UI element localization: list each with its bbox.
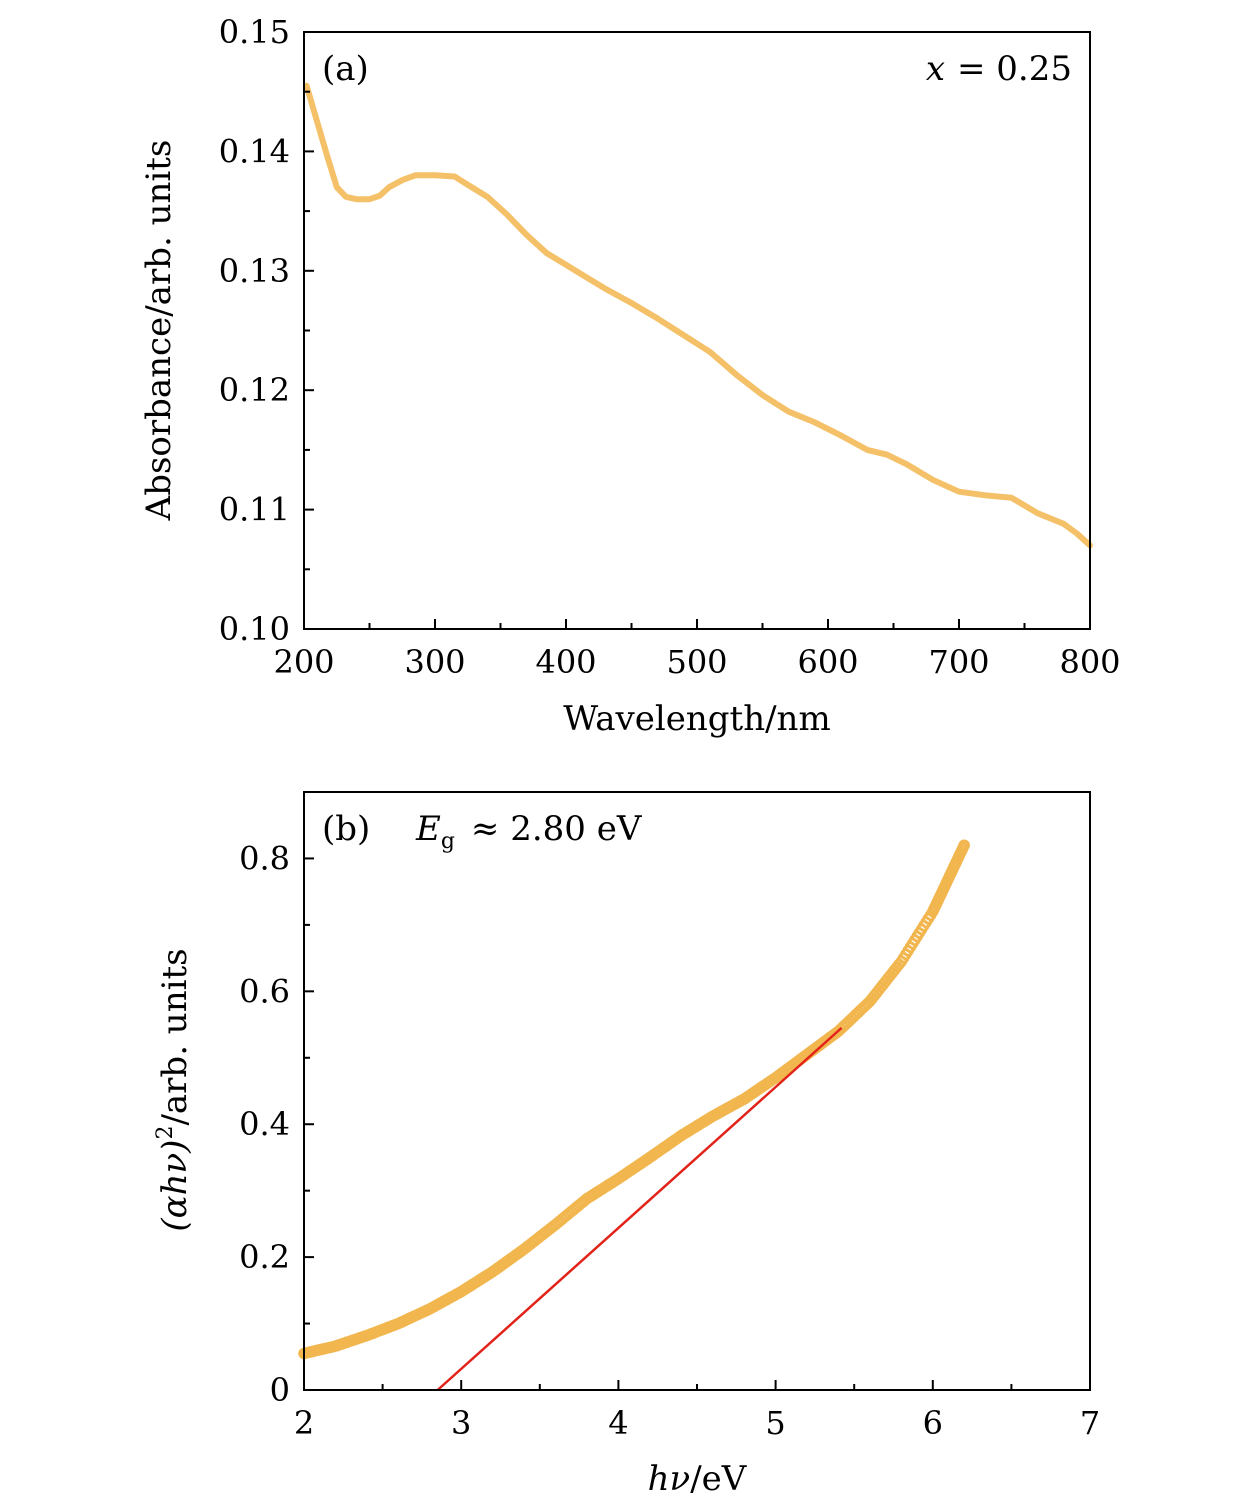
y-tick-label: 0.6 xyxy=(239,972,290,1010)
panel-a-series xyxy=(303,82,1093,549)
x-tick-label: 2 xyxy=(294,1404,314,1442)
x-tick-label: 500 xyxy=(666,643,727,681)
panel-a-xlabel: Wavelength/nm xyxy=(563,699,830,739)
panel-a-ylabel: Absorbance/arb. units xyxy=(139,140,179,522)
y-tick-label: 0.2 xyxy=(239,1238,290,1276)
x-tick-label: 800 xyxy=(1059,643,1120,681)
panel-a-annotation: x = 0.25 xyxy=(926,49,1072,89)
x-tick-label: 300 xyxy=(404,643,465,681)
y-tick-label: 0.10 xyxy=(219,610,290,648)
panel-b-xlabel: hν/eV xyxy=(648,1459,748,1499)
y-tick-label: 0.8 xyxy=(239,839,290,877)
panel-a-ticks: 200 300 400 500 600 700 800 0.10 0.11 0.12 0.13 0.1… xyxy=(219,13,1121,681)
y-tick-label: 0.15 xyxy=(219,13,290,51)
x-tick-label: 6 xyxy=(923,1404,943,1442)
x-tick-label: 5 xyxy=(765,1404,785,1442)
y-tick-label: 0.4 xyxy=(239,1105,290,1143)
y-tick-label: 0 xyxy=(270,1371,290,1409)
y-tick-label: 0.11 xyxy=(219,491,290,529)
x-tick-label: 4 xyxy=(608,1404,628,1442)
absorbance-line xyxy=(303,82,1093,549)
panel-a-frame xyxy=(303,31,1091,630)
panel-b-label: (b) xyxy=(322,809,370,849)
x-tick-label: 7 xyxy=(1080,1404,1100,1442)
panel-b-series xyxy=(298,839,970,1391)
y-tick-label: 0.12 xyxy=(219,371,290,409)
x-tick-label: 200 xyxy=(273,643,334,681)
linear-fit-line xyxy=(436,1026,843,1391)
panel-b: 2 3 4 5 6 7 0 0.2 0.4 0.6 0.8 (b) Eg ≈ 2.80 eV hν/e… xyxy=(153,791,1100,1499)
y-tick-label: 0.14 xyxy=(219,132,290,170)
x-tick-label: 600 xyxy=(797,643,858,681)
y-tick-label: 0.13 xyxy=(219,252,290,290)
panel-b-frame xyxy=(303,791,1091,1391)
x-tick-label: 400 xyxy=(535,643,596,681)
panel-a-label: (a) xyxy=(322,49,369,89)
panel-a: 200 300 400 500 600 700 800 0.10 0.11 0.12 0.13 0.1… xyxy=(139,13,1121,739)
panel-b-annotation: Eg ≈ 2.80 eV xyxy=(415,809,643,854)
x-tick-label: 700 xyxy=(928,643,989,681)
panel-b-ticks: 2 3 4 5 6 7 0 0.2 0.4 0.6 0.8 xyxy=(239,839,1100,1442)
x-tick-label: 3 xyxy=(451,1404,471,1442)
data-point xyxy=(958,839,970,851)
panel-b-ylabel: (αhν)2/arb. units xyxy=(153,948,195,1231)
